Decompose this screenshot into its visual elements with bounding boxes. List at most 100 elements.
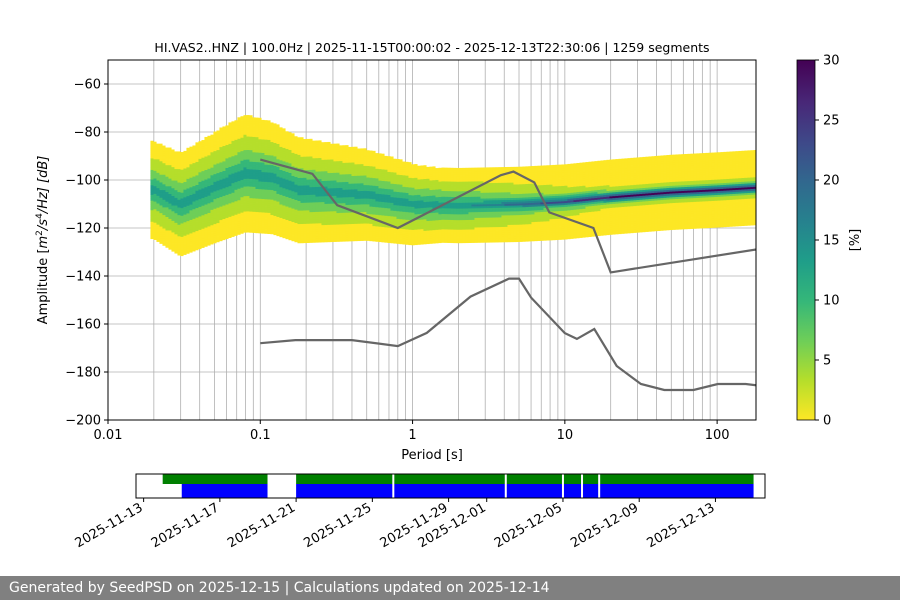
heatmap-cell: [228, 158, 232, 162]
heatmap-cell: [243, 140, 247, 143]
heatmap-cell: [300, 225, 304, 228]
heatmap-cell: [165, 183, 169, 187]
heatmap-cell: [405, 227, 409, 230]
heatmap-cell: [315, 228, 319, 232]
heatmap-cell: [258, 117, 262, 121]
heatmap-cell: [180, 157, 184, 161]
heatmap-cell: [195, 244, 199, 247]
heatmap-cell: [426, 232, 430, 235]
heatmap-cell: [273, 228, 277, 232]
heatmap-cell: [219, 187, 223, 190]
heatmap-cell: [327, 211, 331, 214]
heatmap-cell: [300, 152, 304, 155]
heatmap-cell: [174, 191, 178, 195]
heatmap-cell: [351, 152, 355, 155]
heatmap-cell: [324, 180, 328, 183]
heatmap-cell: [195, 201, 199, 205]
heatmap-cell: [312, 150, 316, 153]
heatmap-cell: [225, 125, 229, 128]
heatmap-cell: [297, 139, 301, 142]
heatmap-cell: [225, 213, 229, 217]
heatmap-cell: [207, 227, 211, 231]
heatmap-cell: [336, 233, 340, 237]
heatmap-cell: [243, 117, 247, 120]
heatmap-cell: [243, 197, 247, 201]
heatmap-cell: [201, 182, 205, 185]
heatmap-cell: [420, 167, 424, 170]
heatmap-cell: [168, 207, 172, 210]
heatmap-cell: [309, 150, 313, 153]
heatmap-cell: [150, 215, 154, 218]
heatmap-cell: [174, 239, 178, 243]
heatmap-cell: [420, 230, 424, 234]
heatmap-cell: [222, 137, 226, 141]
heatmap-cell: [150, 158, 154, 161]
heatmap-cell: [216, 218, 220, 222]
heatmap-cell: [282, 197, 286, 200]
heatmap-cell: [327, 184, 331, 187]
heatmap-cell: [285, 177, 289, 180]
heatmap-cell: [360, 198, 364, 201]
heatmap-cell: [255, 131, 259, 134]
heatmap-cell: [159, 224, 163, 227]
heatmap-cell: [297, 148, 301, 152]
heatmap-cell: [165, 189, 169, 193]
heatmap-cell: [180, 213, 184, 216]
heatmap-cell: [318, 240, 322, 243]
heatmap-cell: [390, 194, 394, 198]
heatmap-cell: [237, 134, 241, 137]
heatmap-cell: [303, 204, 307, 207]
heatmap-cell: [165, 172, 169, 175]
heatmap-cell: [186, 182, 190, 185]
heatmap-cell: [153, 210, 157, 214]
heatmap-cell: [291, 225, 295, 228]
heatmap-cell: [264, 229, 268, 232]
heatmap-cell: [330, 162, 334, 166]
heatmap-cell: [384, 225, 388, 228]
heatmap-cell: [387, 163, 391, 167]
heatmap-cell: [408, 238, 412, 242]
heatmap-cell: [150, 229, 154, 232]
heatmap-cell: [159, 212, 163, 216]
heatmap-cell: [402, 192, 406, 195]
heatmap-cell: [225, 221, 229, 224]
heatmap-cell: [375, 204, 379, 208]
heatmap-cell: [225, 215, 229, 218]
heatmap-cell: [291, 164, 295, 167]
heatmap-cell: [420, 232, 424, 235]
heatmap-cell: [363, 165, 367, 168]
heatmap-cell: [333, 178, 337, 181]
heatmap-cell: [282, 214, 286, 218]
heatmap-cell: [186, 247, 190, 250]
heatmap-cell: [159, 164, 163, 168]
heatmap-cell: [222, 128, 226, 131]
heatmap-cell: [225, 152, 229, 155]
heatmap-cell: [192, 151, 196, 154]
heatmap-cell: [231, 127, 235, 130]
heatmap-cell: [162, 205, 166, 208]
heatmap-cell: [261, 227, 265, 230]
heatmap-cell: [303, 177, 307, 180]
heatmap-cell: [324, 165, 328, 168]
heatmap-cell: [309, 161, 313, 165]
heatmap-cell: [162, 239, 166, 242]
heatmap-cell: [177, 218, 181, 221]
heatmap-cell: [243, 124, 247, 128]
heatmap-cell: [186, 153, 190, 156]
heatmap-cell: [177, 209, 181, 212]
heatmap-cell: [246, 116, 250, 120]
heatmap-cell: [171, 174, 175, 177]
heatmap-cell: [432, 214, 436, 217]
heatmap-cell: [393, 204, 397, 208]
heatmap-cell: [330, 234, 334, 237]
heatmap-cell: [348, 221, 352, 225]
heatmap-cell: [321, 203, 325, 206]
heatmap-cell: [333, 145, 337, 148]
heatmap-cell: [270, 199, 274, 202]
heatmap-cell: [384, 186, 388, 189]
heatmap-cell: [297, 158, 301, 161]
heatmap-cell: [213, 168, 217, 171]
heatmap-cell: [204, 140, 208, 144]
heatmap-cell: [375, 237, 379, 240]
heatmap-cell: [204, 225, 208, 228]
